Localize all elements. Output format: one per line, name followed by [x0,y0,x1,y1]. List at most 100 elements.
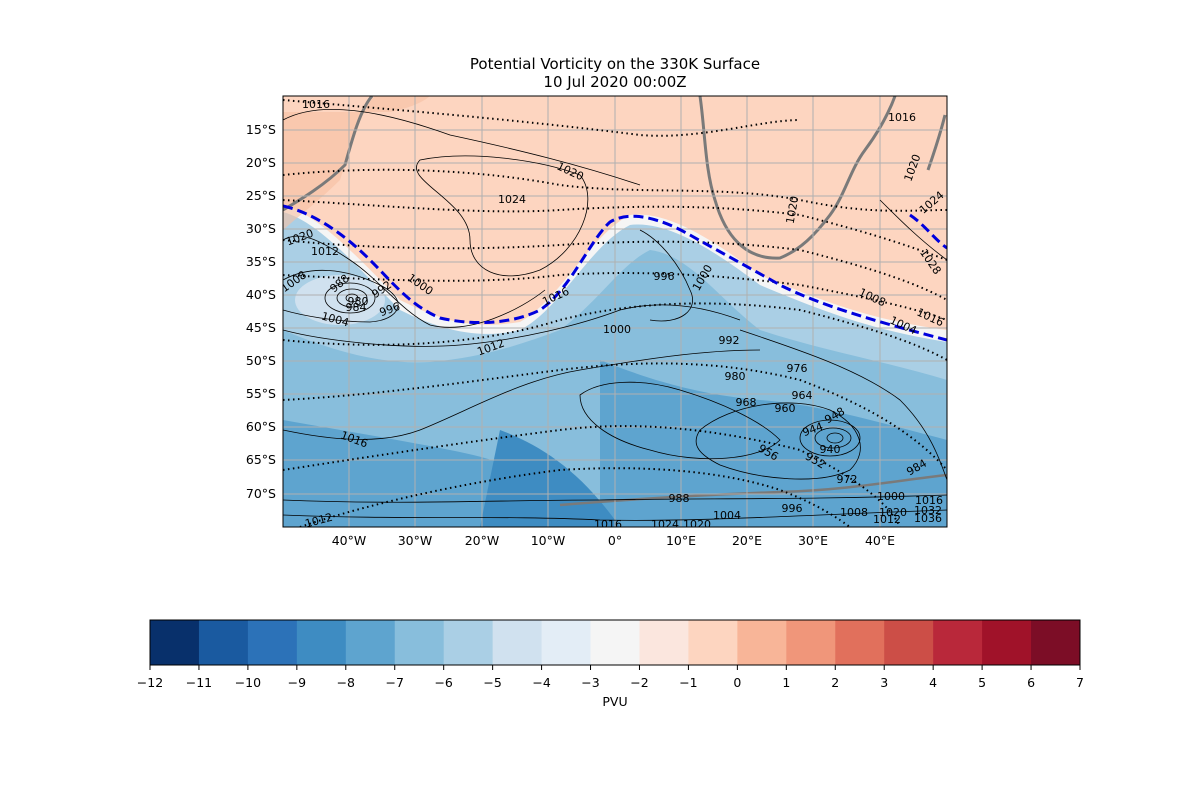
contour-label: 996 [782,502,803,515]
antarctica-coastline [559,473,947,507]
colorbar-swatch [443,620,494,665]
colorbar-tick-label: −9 [288,675,306,690]
longitude-labels: 40°W 30°W 20°W 10°W 0° 10°E 20°E 30°E 40… [332,533,895,548]
colorbar-swatch [982,620,1032,665]
colorbar-swatch [786,620,836,665]
colorbar-swatch [639,620,689,665]
contour-label: 976 [787,362,808,375]
colorbar-swatch [492,620,543,665]
contour-label: 960 [775,402,796,415]
colorbar-swatch [933,620,983,665]
lon-label: 0° [608,533,622,548]
contour-label: 1000 [877,490,905,503]
contour-label: 980 [725,370,746,383]
contour-label: 996 [654,270,675,283]
contour-label: 1032 [914,504,942,517]
colorbar-tick-label: −6 [434,675,452,690]
contour-label: 1024 [498,193,526,206]
colorbar-swatch [296,620,347,665]
contour-label: 972 [837,473,858,486]
lat-label: 30°S [246,221,276,236]
colorbar-swatch [247,620,298,665]
colorbar-tick-label: 0 [733,675,741,690]
lon-label: 30°W [398,533,433,548]
colorbar-tick-label: −5 [483,675,501,690]
contour-label: 1016 [888,111,916,124]
colorbar-tick-label: −10 [235,675,261,690]
colorbar-tick-label: −4 [532,675,550,690]
colorbar-swatch [688,620,738,665]
colorbar-swatch [590,620,640,665]
contour-label: 1004 [713,509,741,522]
contour-label: 980 [348,295,369,308]
colorbar-tick-label: 2 [831,675,839,690]
colorbar-swatch [835,620,885,665]
colorbar-tick-label: −2 [630,675,648,690]
colorbar [150,620,1081,665]
tropopause-dashed-line-east [909,213,947,250]
contour-label: 940 [820,443,841,456]
latitude-labels: 15°S 20°S 25°S 30°S 35°S 40°S 45°S 50°S … [246,122,276,501]
lat-label: 20°S [246,155,276,170]
colorbar-tick-label: −12 [137,675,163,690]
lat-label: 25°S [246,188,276,203]
colorbar-tick-label: −1 [679,675,697,690]
colorbar-tick-label: 3 [880,675,888,690]
colorbar-swatch [541,620,592,665]
lat-label: 70°S [246,486,276,501]
lat-label: 60°S [246,419,276,434]
contour-label: 1016 [302,98,330,111]
pv-field-low-core [295,275,385,325]
lat-label: 15°S [246,122,276,137]
pressure-contours-dotted [283,99,947,527]
lon-label: 40°W [332,533,367,548]
lat-label: 55°S [246,386,276,401]
contour-label: 1008 [840,506,868,519]
contour-label: 1020 [784,195,802,225]
colorbar-tick-label: 7 [1076,675,1084,690]
lon-label: 40°E [865,533,895,548]
map-frame [282,95,948,528]
contour-label: 1020 [683,518,711,531]
madagascar-coastline [926,114,947,171]
contour-label: 1000 [603,323,631,336]
contour-label: 1012 [873,513,901,526]
colorbar-tick-label: −7 [386,675,404,690]
contour-label: 1016 [915,494,943,507]
colorbar-tick-label: 6 [1027,675,1035,690]
colorbar-tick-label: −11 [186,675,212,690]
contour-label: 1036 [914,512,942,525]
colorbar-swatch [198,620,249,665]
contour-label: 988 [669,492,690,505]
colorbar-swatch [884,620,934,665]
lat-label: 65°S [246,452,276,467]
colorbar-label: PVU [602,694,627,709]
lat-label: 50°S [246,353,276,368]
lat-label: 40°S [246,287,276,302]
contour-label: 1024 [651,518,679,531]
colorbar-frame [149,619,1081,666]
lon-label: 20°E [732,533,762,548]
colorbar-tick-label: 1 [782,675,790,690]
colorbar-tick-label: 5 [978,675,986,690]
lat-label: 35°S [246,254,276,269]
contour-label: 968 [736,396,757,409]
map-subtitle: 10 Jul 2020 00:00Z [543,73,687,91]
lat-label: 45°S [246,320,276,335]
colorbar-ticks: −12 −11 −10 −9 −8 −7 −6 −5 −4 −3 −2 −1 0 1 2 3 4 5 6 7 [137,665,1084,690]
lon-label: 10°E [666,533,696,548]
colorbar-swatch [150,620,200,665]
map-title: Potential Vorticity on the 330K Surface [469,55,761,73]
colorbar-swatch [345,620,396,665]
contour-label: 984 [346,301,367,314]
colorbar-swatch [1031,620,1081,665]
lon-label: 10°W [531,533,566,548]
contour-label: 1012 [311,245,339,258]
contour-label: 992 [719,334,740,347]
lon-label: 30°E [798,533,828,548]
contour-label: 1016 [594,518,622,531]
lon-label: 20°W [465,533,500,548]
colorbar-swatch [394,620,445,665]
